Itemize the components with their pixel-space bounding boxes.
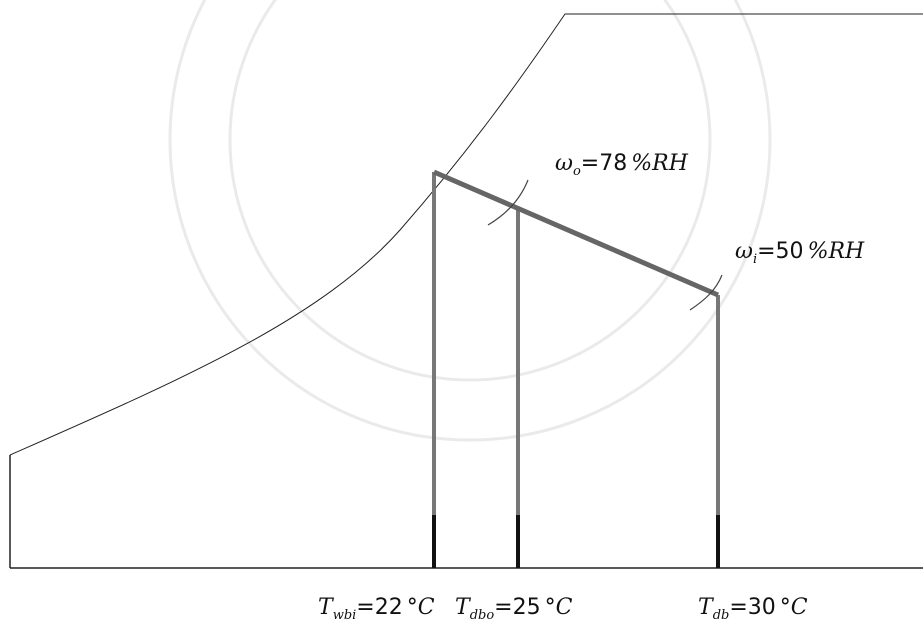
process-line <box>434 172 718 295</box>
label-unit: %RH <box>631 151 688 176</box>
label-unit: °C <box>545 595 573 620</box>
label-sub: db <box>713 608 730 623</box>
label-unit: °C <box>407 595 435 620</box>
state-label: Tdbo=25°C <box>455 595 573 623</box>
state-label: Tdb=30°C <box>698 595 808 623</box>
label-sub: wbi <box>333 608 357 623</box>
label-value: =25 <box>494 595 540 620</box>
label-value: =22 <box>356 595 402 620</box>
saturation-curve <box>10 14 923 455</box>
chart-frame <box>10 14 923 568</box>
label-sub: o <box>573 164 581 179</box>
label-value: =78 <box>581 151 627 176</box>
label-symbol: ω <box>555 151 573 176</box>
state-label: ωo=78%RH <box>555 151 689 179</box>
state-label: Twbi=22°C <box>318 595 435 623</box>
label-value: =30 <box>729 595 775 620</box>
watermark <box>170 0 770 440</box>
label-value: =50 <box>757 239 803 264</box>
label-sub: dbo <box>470 608 495 623</box>
state-label: ωi=50%RH <box>735 239 865 267</box>
label-unit: %RH <box>808 239 865 264</box>
label-symbol: ω <box>735 239 753 264</box>
label-unit: °C <box>780 595 808 620</box>
psychrometric-diagram: ωo=78%RHωi=50%RHTwbi=22°CTdbo=25°CTdb=30… <box>0 0 923 628</box>
